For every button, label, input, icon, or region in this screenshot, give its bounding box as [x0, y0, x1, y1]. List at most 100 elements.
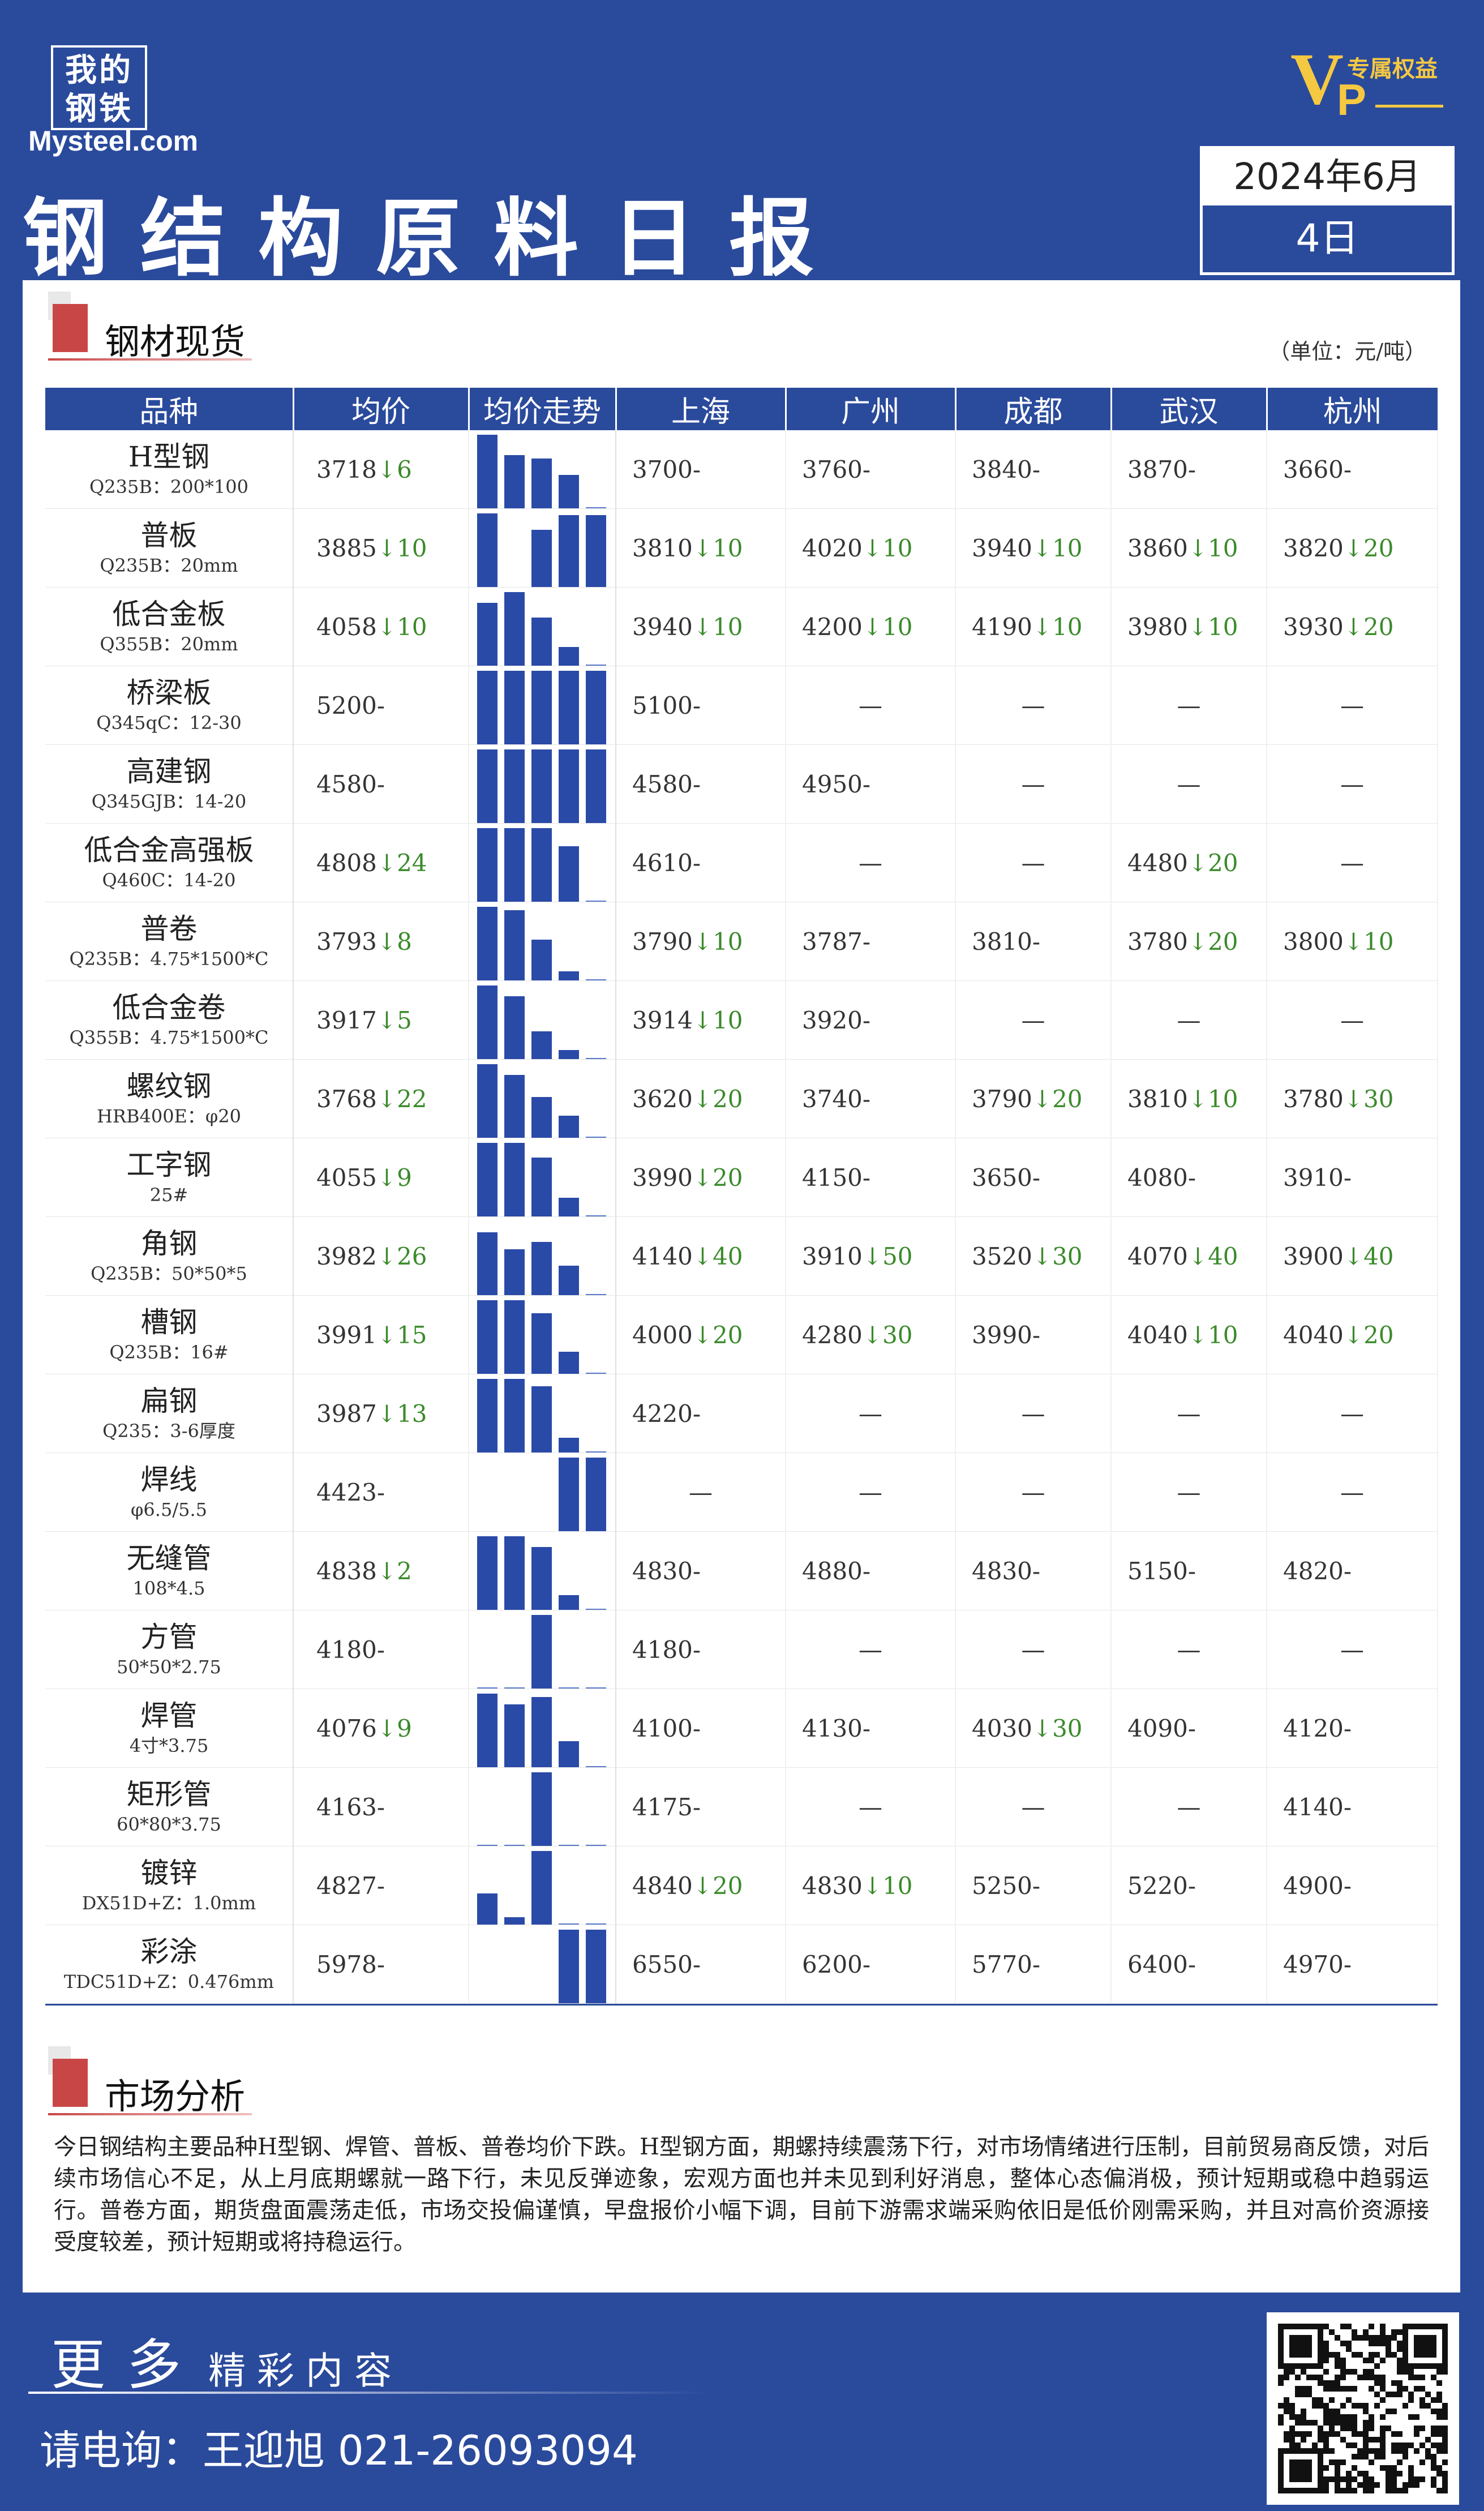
avg-trend-cell	[469, 666, 616, 745]
avg-trend-cell	[469, 1689, 616, 1768]
product-spec: Q460C：14-20	[102, 869, 236, 891]
product-name: 高建钢	[126, 755, 212, 788]
city-price: 4150	[802, 1163, 863, 1192]
city-change: ↓40	[692, 1242, 743, 1270]
trend-bar	[504, 671, 525, 744]
avg-trend-cell	[469, 508, 616, 588]
product-name: 普卷	[140, 912, 198, 945]
city-change: ↓10	[1187, 1085, 1238, 1113]
trend-bar	[586, 749, 606, 823]
avg-price-cell: 4055↓9	[293, 1138, 469, 1217]
avg-change: ↓22	[376, 1085, 427, 1113]
city-price-cell: 3860↓10	[1111, 508, 1267, 588]
table-row: 矩形管 60*80*3.75 4163- 4175- — — —4140-	[45, 1767, 1438, 1846]
avg-trend-cell	[469, 430, 616, 509]
city-price: 3940	[632, 612, 693, 641]
city-price-cell: —	[786, 1452, 956, 1532]
city-price: 5770	[972, 1950, 1032, 1978]
city-price: 4580	[632, 770, 693, 798]
city-price: 3990	[632, 1163, 693, 1192]
avg-price: 5978	[316, 1950, 377, 1978]
trend-bar	[477, 907, 497, 980]
product-cell: 焊线 φ6.5/5.5	[45, 1452, 294, 1532]
city-change: -	[862, 927, 871, 955]
city-change: ↓10	[1187, 534, 1238, 562]
table-header: 品种 均价 均价走势 上海 广州 成都 武汉 杭州	[45, 388, 1438, 430]
city-change: -	[1032, 1163, 1041, 1192]
qr-code[interactable]	[1267, 2312, 1459, 2505]
city-price-cell: 4840↓20	[616, 1846, 786, 1925]
city-change: ↓20	[692, 1085, 743, 1113]
date-day: 4日	[1296, 216, 1359, 261]
city-price-cell: 3940↓10	[955, 508, 1112, 588]
trend-bar	[477, 1379, 497, 1452]
city-price: 4100	[632, 1714, 693, 1742]
city-change: -	[862, 1085, 871, 1113]
city-change: ↓20	[1032, 1085, 1083, 1113]
trend-bar	[586, 1609, 606, 1610]
city-price: —	[859, 1635, 882, 1664]
product-spec: Q345qC：12-30	[96, 712, 242, 734]
trend-bar	[586, 1294, 606, 1295]
table-bottom-rule	[45, 2004, 1438, 2006]
city-price-cell: 3820↓20	[1267, 508, 1438, 588]
city-price: 4820	[1283, 1557, 1344, 1585]
avg-trend-cell	[469, 1295, 616, 1374]
city-price: —	[859, 849, 882, 877]
trend-bar	[477, 1687, 497, 1689]
city-price-cell: 4040↓10	[1111, 1295, 1267, 1374]
avg-change: -	[376, 770, 385, 798]
table-row: 普卷 Q235B：4.75*1500*C 3793↓8 3790↓10 3787- 381…	[45, 902, 1438, 981]
trend-bar	[504, 1687, 525, 1689]
city-price-cell: —	[616, 1452, 786, 1532]
vip-p: P	[1337, 75, 1367, 125]
city-change: -	[862, 1163, 871, 1192]
product-cell: 扁钢 Q235：3-6厚度	[45, 1374, 294, 1453]
city-change: ↓10	[1032, 534, 1083, 562]
avg-trend-cell	[469, 1846, 616, 1925]
city-change: -	[1343, 1714, 1352, 1742]
city-change: ↓10	[862, 612, 913, 641]
city-price-cell: 4140-	[1267, 1767, 1438, 1846]
avg-price-cell: 3885↓10	[293, 508, 469, 588]
city-price: 3910	[802, 1242, 863, 1270]
city-change: ↓10	[862, 1871, 913, 1900]
city-price: 5250	[972, 1871, 1032, 1900]
product-name: 矩形管	[126, 1778, 212, 1811]
city-price: 3900	[1283, 1242, 1344, 1270]
trend-bar	[559, 1458, 579, 1531]
column-header: 武汉	[1111, 388, 1268, 430]
city-price-cell: 4140↓40	[616, 1216, 786, 1296]
city-change: ↓30	[1032, 1714, 1083, 1742]
city-price: —	[689, 1478, 713, 1506]
city-price: 4970	[1283, 1950, 1344, 1978]
city-price: 4040	[1127, 1321, 1188, 1349]
city-price-cell: 3787-	[786, 902, 956, 981]
avg-trend-cell	[469, 902, 616, 981]
city-price-cell: 3910-	[1267, 1138, 1438, 1217]
city-price: —	[859, 1793, 882, 1821]
city-price: —	[859, 691, 882, 719]
city-price: —	[1177, 1635, 1201, 1664]
product-cell: 镀锌 DX51D+Z：1.0mm	[45, 1846, 294, 1925]
city-price: —	[1021, 691, 1045, 719]
city-price-cell: 3800↓10	[1267, 902, 1438, 981]
city-price-cell: —	[1267, 823, 1438, 902]
product-name: 普板	[140, 519, 198, 552]
column-header: 均价	[293, 388, 470, 430]
trend-bar	[559, 971, 579, 980]
city-price-cell: —	[955, 1767, 1112, 1846]
avg-change: ↓8	[376, 927, 412, 955]
table-row: 角钢 Q235B：50*50*5 3982↓26 4140↓40 3910↓50 3520…	[45, 1216, 1438, 1296]
city-price: —	[1177, 1793, 1201, 1821]
trend-bar	[531, 618, 552, 666]
city-price: —	[1021, 1793, 1045, 1821]
city-price: 3990	[972, 1321, 1032, 1349]
avg-price: 3982	[316, 1242, 377, 1270]
city-price-cell: 4150-	[786, 1138, 956, 1217]
avg-trend-cell	[469, 1531, 616, 1610]
city-price-cell: 4200↓10	[786, 587, 956, 666]
product-name: 槽钢	[140, 1306, 198, 1339]
trend-bar	[504, 1704, 525, 1767]
city-price: 4900	[1283, 1871, 1344, 1900]
